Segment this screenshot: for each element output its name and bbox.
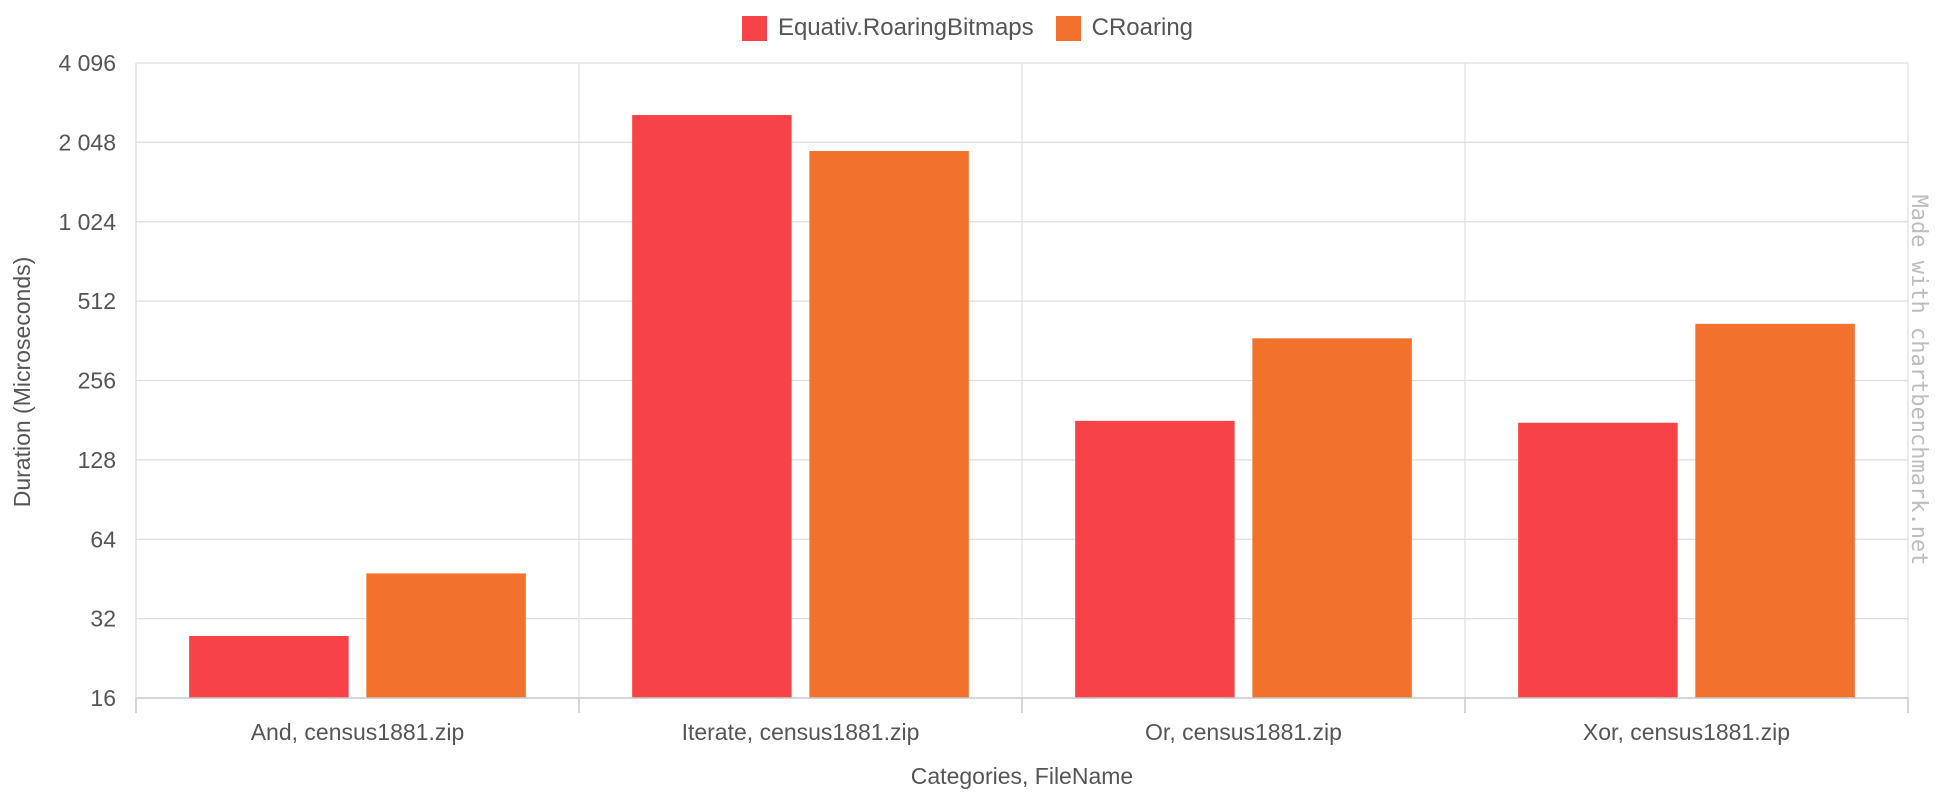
watermark: Made with chartbenchmark.net xyxy=(1906,195,1931,566)
legend: Equativ.RoaringBitmaps CRoaring xyxy=(0,14,1935,42)
bars xyxy=(189,115,1855,699)
y-tick-label: 16 xyxy=(90,685,116,711)
x-tick-label: And, census1881.zip xyxy=(251,719,465,745)
x-axis-title: Categories, FileName xyxy=(911,763,1133,789)
y-tick-label: 32 xyxy=(90,606,116,632)
tick-labels: 16 32 64 128 256 512 1 024 2 048 4 096 And, censu… xyxy=(58,50,1790,745)
legend-swatch-croaring xyxy=(1055,15,1081,41)
bar-equativ[interactable] xyxy=(1518,422,1678,698)
y-tick-label: 4 096 xyxy=(58,50,116,76)
bar-equativ[interactable] xyxy=(1075,420,1235,698)
bar-croaring[interactable] xyxy=(366,573,526,698)
y-axis-title: Duration (Microseconds) xyxy=(9,257,35,508)
y-tick-label: 2 048 xyxy=(58,129,116,155)
legend-label-equativ: Equativ.RoaringBitmaps xyxy=(777,14,1034,41)
y-tick-label: 64 xyxy=(90,526,116,552)
x-tick-label: Xor, census1881.zip xyxy=(1583,719,1790,745)
x-tick-label: Iterate, census1881.zip xyxy=(682,719,920,745)
legend-label-croaring: CRoaring xyxy=(1091,14,1194,41)
y-tick-label: 256 xyxy=(78,368,116,394)
y-tick-label: 1 024 xyxy=(58,209,116,235)
legend-swatch-equativ xyxy=(741,15,767,41)
legend-item-croaring[interactable]: CRoaring xyxy=(1055,14,1194,42)
y-tick-label: 128 xyxy=(78,447,116,473)
axes xyxy=(135,63,1909,713)
y-tick-label: 512 xyxy=(78,288,116,314)
legend-item-equativ[interactable]: Equativ.RoaringBitmaps xyxy=(741,14,1034,42)
bar-equativ[interactable] xyxy=(189,635,349,698)
bar-croaring[interactable] xyxy=(809,150,969,699)
bar-croaring[interactable] xyxy=(1252,338,1412,698)
x-tick-label: Or, census1881.zip xyxy=(1145,719,1342,745)
bar-croaring[interactable] xyxy=(1695,323,1855,698)
bar-equativ[interactable] xyxy=(632,115,792,698)
